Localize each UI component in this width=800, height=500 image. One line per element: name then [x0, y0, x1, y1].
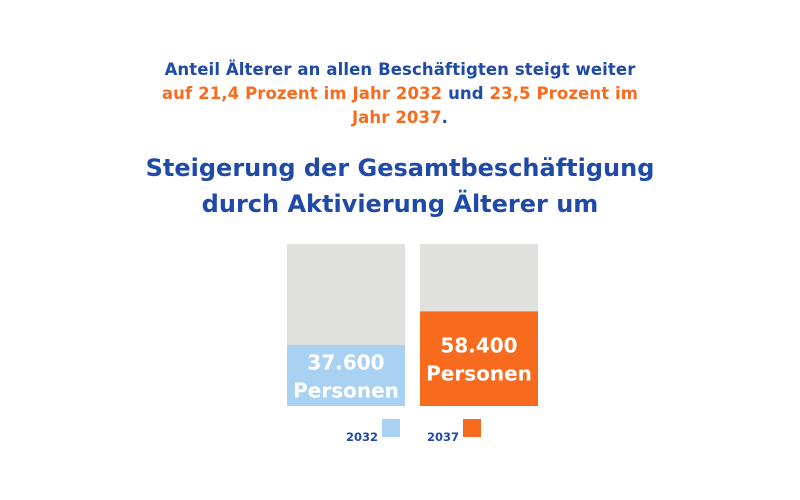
chart-title: Steigerung der Gesamtbeschäftigung durch… [100, 150, 700, 222]
chart-title-line-2: durch Aktivierung Älterer um [201, 190, 599, 218]
intro-highlight-2037-part2: Jahr 2037 [351, 108, 442, 127]
intro-period: . [441, 108, 449, 127]
intro-highlight-2032: auf 21,4 Prozent im Jahr 2032 [161, 84, 443, 103]
bar-unit-label-2037: Personen [426, 362, 532, 386]
intro-line-3: Jahr 2037. [100, 106, 700, 130]
legend-label-2037: 2037 [427, 430, 459, 444]
bar-2032 [287, 345, 405, 406]
intro-line-1: Anteil Älterer an allen Beschäftigten st… [100, 58, 700, 82]
intro-joiner: und [442, 84, 490, 103]
bar-value-label-2037: 58.400 [440, 334, 517, 358]
chart-title-line-1: Steigerung der Gesamtbeschäftigung [145, 154, 655, 182]
bar-value-label-2032: 37.600 [307, 351, 384, 375]
intro-highlight-2037-part1: 23,5 Prozent im [489, 84, 639, 103]
intro-line-1-text: Anteil Älterer an allen Beschäftigten st… [164, 60, 636, 79]
legend-swatch-2037 [463, 419, 481, 437]
legend-label-2032: 2032 [346, 430, 378, 444]
bar-2037 [420, 311, 538, 406]
intro-text: Anteil Älterer an allen Beschäftigten st… [100, 58, 700, 130]
bar-unit-label-2032: Personen [293, 379, 399, 403]
legend-swatch-2032 [382, 419, 400, 437]
intro-line-2: auf 21,4 Prozent im Jahr 2032 und 23,5 P… [100, 82, 700, 106]
